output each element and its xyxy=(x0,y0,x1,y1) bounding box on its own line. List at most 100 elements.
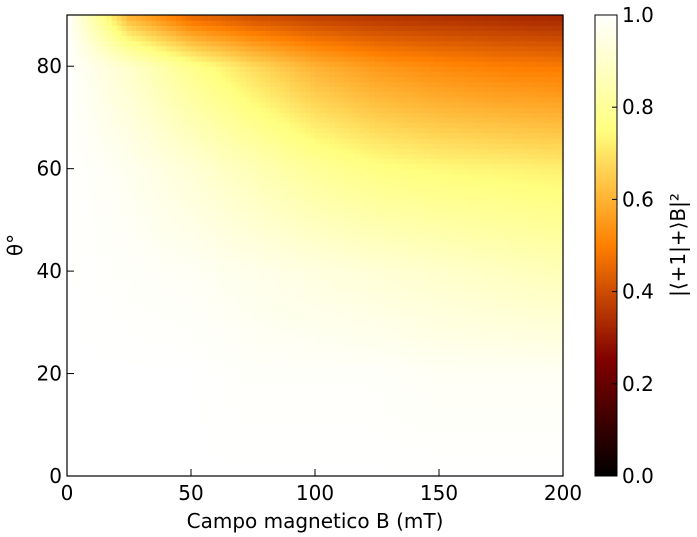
heatmap-cell xyxy=(67,255,73,262)
heatmap-cell xyxy=(101,281,108,288)
heatmap-cell xyxy=(324,342,331,349)
heatmap-cell xyxy=(458,399,465,405)
heatmap-cell xyxy=(419,276,425,282)
heatmap-cell xyxy=(290,450,296,457)
heatmap-cell xyxy=(106,219,113,226)
heatmap-cell xyxy=(513,414,519,421)
heatmap-cell xyxy=(166,368,172,375)
heatmap-cell xyxy=(191,455,197,462)
heatmap-cell xyxy=(394,368,400,375)
heatmap-cell xyxy=(280,332,286,339)
heatmap-cell xyxy=(290,424,296,431)
heatmap-cell xyxy=(270,347,276,354)
heatmap-cell xyxy=(67,404,73,411)
heatmap-cell xyxy=(106,296,113,303)
heatmap-cell xyxy=(404,327,410,334)
heatmap-cell xyxy=(553,388,559,395)
heatmap-cell xyxy=(488,383,495,390)
heatmap-cell xyxy=(315,301,321,308)
heatmap-cell xyxy=(523,306,529,313)
heatmap-cell xyxy=(319,440,326,446)
heatmap-cell xyxy=(369,255,376,262)
heatmap-cell xyxy=(215,219,222,226)
heatmap-cell xyxy=(349,404,356,411)
heatmap-cell xyxy=(126,317,133,323)
heatmap-cell xyxy=(498,470,505,477)
heatmap-cell xyxy=(121,271,128,277)
heatmap-cell xyxy=(191,440,197,446)
heatmap-cell xyxy=(310,301,316,308)
heatmap-cell xyxy=(305,404,311,411)
heatmap-cell xyxy=(439,312,445,318)
heatmap-cell xyxy=(458,337,465,344)
heatmap-cell xyxy=(111,465,118,472)
heatmap-cell xyxy=(81,271,88,277)
heatmap-cell xyxy=(319,342,326,349)
heatmap-cell xyxy=(384,460,390,467)
heatmap-cell xyxy=(200,219,207,226)
heatmap-cell xyxy=(513,435,519,441)
heatmap-cell xyxy=(498,363,505,370)
heatmap-cell xyxy=(419,470,425,477)
heatmap-cell xyxy=(359,250,366,257)
heatmap-cell xyxy=(548,225,554,231)
heatmap-cell xyxy=(538,445,544,451)
heatmap-cell xyxy=(280,460,286,467)
heatmap-cell xyxy=(260,337,266,344)
heatmap-cell xyxy=(493,465,500,472)
heatmap-cell xyxy=(369,450,376,457)
heatmap-cell xyxy=(156,394,162,400)
heatmap-cell xyxy=(220,353,227,359)
heatmap-cell xyxy=(434,419,440,426)
heatmap-cell xyxy=(310,419,316,426)
heatmap-cell xyxy=(151,296,157,303)
heatmap-cell xyxy=(67,347,73,354)
heatmap-cell xyxy=(473,388,480,395)
heatmap-cell xyxy=(513,347,519,354)
heatmap-cell xyxy=(166,286,172,293)
heatmap-cell xyxy=(329,455,336,462)
heatmap-cell xyxy=(215,363,222,370)
heatmap-cell xyxy=(195,388,202,395)
heatmap-cell xyxy=(191,230,197,236)
heatmap-cell xyxy=(329,250,336,257)
heatmap-cell xyxy=(319,235,326,241)
heatmap-cell xyxy=(354,322,361,329)
heatmap-cell xyxy=(359,225,366,231)
heatmap-cell xyxy=(255,388,262,395)
heatmap-cell xyxy=(478,388,485,395)
heatmap-cell xyxy=(250,378,257,385)
heatmap-cell xyxy=(503,332,510,339)
heatmap-cell xyxy=(548,347,554,354)
heatmap-cell xyxy=(205,353,212,359)
heatmap-cell xyxy=(270,373,276,380)
heatmap-cell xyxy=(121,409,128,416)
heatmap-cell xyxy=(319,363,326,370)
heatmap-cell xyxy=(498,301,505,308)
heatmap-cell xyxy=(424,230,430,236)
heatmap-cell xyxy=(468,265,475,272)
heatmap-cell xyxy=(260,296,266,303)
heatmap-cell xyxy=(339,450,346,457)
heatmap-cell xyxy=(245,373,252,380)
heatmap-cell xyxy=(76,414,83,421)
heatmap-cell xyxy=(215,383,222,390)
heatmap-cell xyxy=(443,445,450,451)
heatmap-cell xyxy=(543,363,549,370)
heatmap-cell xyxy=(334,358,341,364)
heatmap-cell xyxy=(369,414,376,421)
heatmap-cell xyxy=(265,296,271,303)
heatmap-cell xyxy=(434,250,440,257)
heatmap-cell xyxy=(106,404,113,411)
heatmap-cell xyxy=(171,317,177,323)
heatmap-cell xyxy=(171,225,177,231)
heatmap-cell xyxy=(220,429,227,436)
heatmap-cell xyxy=(101,353,108,359)
heatmap-cell xyxy=(205,281,212,288)
heatmap-cell xyxy=(419,388,425,395)
heatmap-cell xyxy=(543,230,549,236)
heatmap-cell xyxy=(91,342,98,349)
heatmap-cell xyxy=(136,286,142,293)
heatmap-cell xyxy=(81,424,88,431)
heatmap-cell xyxy=(434,286,440,293)
